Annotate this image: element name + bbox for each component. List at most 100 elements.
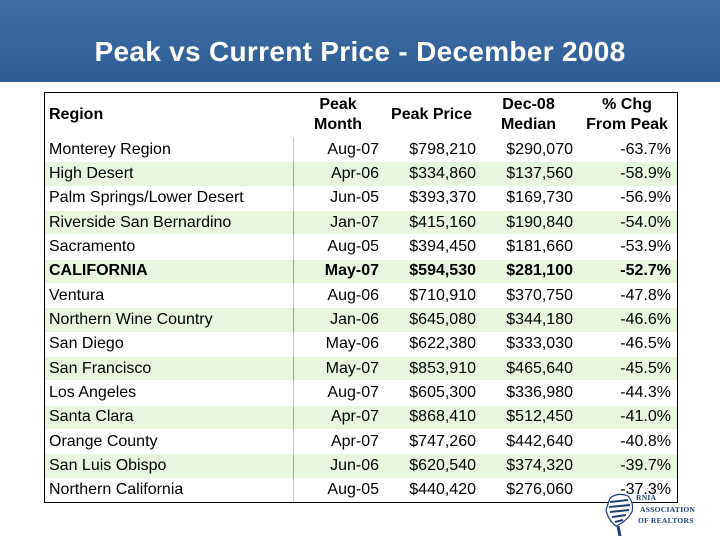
cell-median: $374,320	[480, 453, 577, 479]
table-row: Northern California Aug-05 $440,420 $276,06…	[45, 477, 677, 502]
price-table: Region Peak Month Peak Price Dec-08 Medi…	[44, 92, 678, 503]
cell-region: San Luis Obispo	[45, 453, 294, 479]
cell-median: $442,640	[480, 428, 577, 454]
cell-peak-month: Apr-07	[293, 404, 383, 430]
cell-region: Ventura	[45, 282, 294, 308]
cell-peak-price: $868,410	[383, 404, 480, 430]
cell-peak-price: $415,160	[383, 209, 480, 235]
cell-pct-change: -58.9%	[577, 161, 677, 187]
cell-pct-change: -44.3%	[577, 380, 677, 406]
column-header-peak-month: Peak Month	[293, 93, 383, 138]
table-row: High Desert Apr-06 $334,860 $137,560 -58.9%	[45, 161, 677, 187]
cell-peak-price: $394,450	[383, 234, 480, 260]
cell-pct-change: -41.0%	[577, 404, 677, 430]
cell-median: $333,030	[480, 331, 577, 357]
realtors-logo-icon	[605, 493, 634, 537]
cell-region: Northern Wine Country	[45, 307, 294, 333]
cell-peak-price: $645,080	[383, 307, 480, 333]
cell-pct-change: -40.8%	[577, 428, 677, 454]
column-header-region: Region	[45, 93, 293, 138]
cell-median: $344,180	[480, 307, 577, 333]
cell-peak-price: $622,380	[383, 331, 480, 357]
column-header-peak-month-line2: Month	[314, 116, 362, 133]
table-row: Northern Wine Country Jan-06 $645,080 $344,…	[45, 307, 677, 333]
cell-peak-month: Jun-06	[293, 453, 383, 479]
cell-region: Palm Springs/Lower Desert	[45, 185, 294, 211]
cell-peak-month: Aug-07	[293, 380, 383, 406]
logo-line1: RNIA	[636, 493, 657, 502]
cell-median: $276,060	[480, 477, 577, 502]
cell-region: Riverside San Bernardino	[45, 209, 294, 235]
column-header-peak-price-label: Peak Price	[391, 106, 472, 123]
column-header-pct-change: % Chg From Peak	[577, 93, 677, 138]
column-header-region-label: Region	[49, 106, 104, 123]
cell-peak-price: $440,420	[383, 477, 480, 502]
logo-line2: ASSOCIATION	[640, 505, 696, 514]
table-row: San Luis Obispo Jun-06 $620,540 $374,320 -39…	[45, 453, 677, 479]
cell-pct-change: -53.9%	[577, 234, 677, 260]
cell-region: Monterey Region	[45, 136, 294, 162]
cell-region: CALIFORNIA	[45, 258, 294, 284]
table-row: Los Angeles Aug-07 $605,300 $336,980 -44.3%	[45, 380, 677, 406]
column-header-pct-change-line1: % Chg	[602, 96, 652, 113]
cell-peak-price: $605,300	[383, 380, 480, 406]
cell-peak-month: Aug-05	[293, 234, 383, 260]
cell-pct-change: -54.0%	[577, 209, 677, 235]
cell-pct-change: -47.8%	[577, 282, 677, 308]
cell-median: $290,070	[480, 136, 577, 162]
cell-peak-month: Aug-06	[293, 282, 383, 308]
cell-peak-month: Jun-05	[293, 185, 383, 211]
cell-median: $169,730	[480, 185, 577, 211]
cell-median: $465,640	[480, 355, 577, 381]
cell-pct-change: -39.7%	[577, 453, 677, 479]
cell-median: $281,100	[480, 258, 577, 284]
cell-median: $181,660	[480, 234, 577, 260]
page-title: Peak vs Current Price - December 2008	[94, 36, 626, 67]
cell-peak-price: $798,210	[383, 136, 480, 162]
cell-median: $370,750	[480, 282, 577, 308]
cell-peak-price: $334,860	[383, 161, 480, 187]
cell-peak-month: May-07	[293, 355, 383, 381]
table-row: CALIFORNIA May-07 $594,530 $281,100 -52.7%	[45, 258, 677, 284]
table-row: Santa Clara Apr-07 $868,410 $512,450 -41.0%	[45, 404, 677, 430]
cell-peak-month: Jan-07	[293, 209, 383, 235]
cell-peak-month: Jan-06	[293, 307, 383, 333]
cell-region: Orange County	[45, 428, 294, 454]
column-header-median-line2: Median	[500, 116, 557, 133]
cell-pct-change: -45.5%	[577, 355, 677, 381]
table-row: Monterey Region Aug-07 $798,210 $290,070 -63…	[45, 136, 677, 162]
cell-median: $512,450	[480, 404, 577, 430]
cell-peak-price: $747,260	[383, 428, 480, 454]
price-table-grid: Region Peak Month Peak Price Dec-08 Medi…	[45, 93, 677, 502]
cell-region: Los Angeles	[45, 380, 294, 406]
cell-peak-price: $594,530	[383, 258, 480, 284]
cell-pct-change: -56.9%	[577, 185, 677, 211]
column-header-median-line1: Dec-08	[502, 96, 555, 113]
table-header-row: Region Peak Month Peak Price Dec-08 Medi…	[45, 93, 677, 138]
cell-peak-price: $853,910	[383, 355, 480, 381]
cell-peak-month: May-06	[293, 331, 383, 357]
cell-peak-month: May-07	[293, 258, 383, 284]
cell-median: $190,840	[480, 209, 577, 235]
table-row: San Francisco May-07 $853,910 $465,640 -45.5…	[45, 355, 677, 381]
column-header-peak-price: Peak Price	[383, 93, 480, 138]
cell-pct-change: -46.5%	[577, 331, 677, 357]
cell-pct-change: -52.7%	[577, 258, 677, 284]
cell-median: $137,560	[480, 161, 577, 187]
cell-peak-price: $620,540	[383, 453, 480, 479]
cell-region: San Francisco	[45, 355, 294, 381]
cell-pct-change: -37.3%	[577, 477, 677, 502]
cell-pct-change: -46.6%	[577, 307, 677, 333]
title-bar: Peak vs Current Price - December 2008	[0, 0, 720, 82]
column-header-median: Dec-08 Median	[480, 93, 577, 138]
column-header-peak-month-line1: Peak	[319, 96, 357, 113]
cell-region: Sacramento	[45, 234, 294, 260]
table-row: Ventura Aug-06 $710,910 $370,750 -47.8%	[45, 282, 677, 308]
cell-peak-month: Apr-06	[293, 161, 383, 187]
cell-peak-price: $393,370	[383, 185, 480, 211]
table-row: Riverside San Bernardino Jan-07 $415,160 $1…	[45, 209, 677, 235]
cell-region: Santa Clara	[45, 404, 294, 430]
cell-pct-change: -63.7%	[577, 136, 677, 162]
cell-region: San Diego	[45, 331, 294, 357]
column-header-pct-change-line2: From Peak	[586, 116, 668, 133]
